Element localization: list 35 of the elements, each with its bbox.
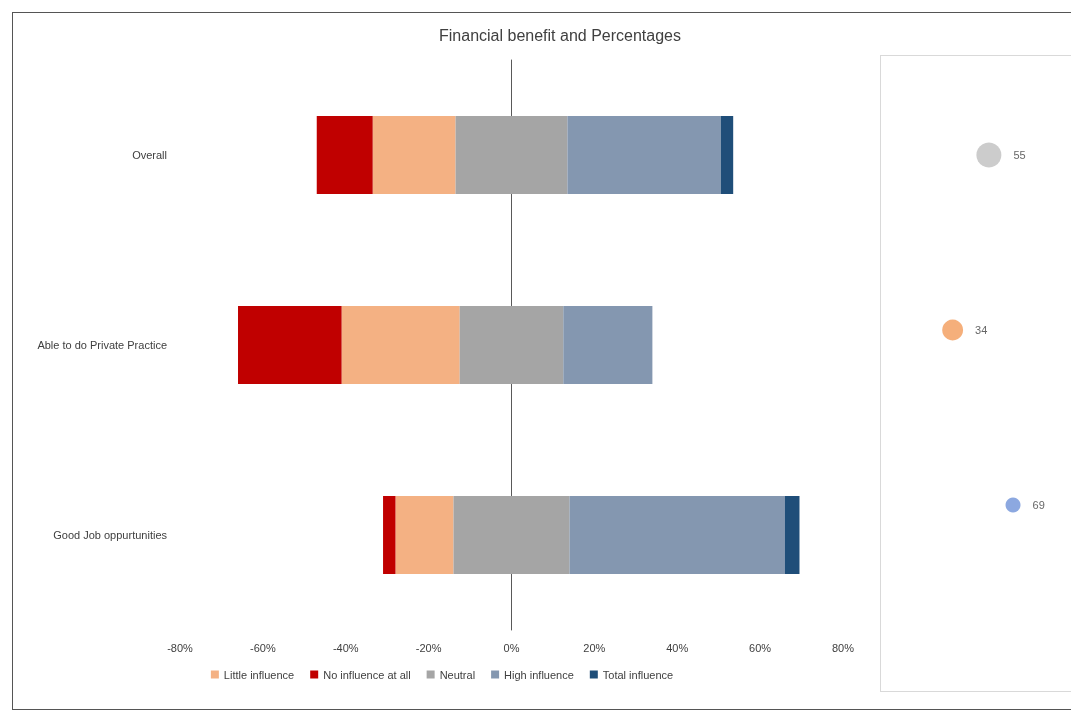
data-label: 69 — [1032, 499, 1045, 511]
bar — [567, 116, 721, 194]
y-tick-label: Overall — [132, 149, 167, 161]
data-label: 55 — [1013, 149, 1026, 161]
bar — [395, 496, 454, 574]
x-tick-label: -80% — [167, 641, 194, 654]
bar — [238, 306, 342, 384]
legend-label: Total influence — [602, 668, 674, 681]
x-tick-label: 0% — [503, 641, 520, 654]
y-tick-label: Good Job oppurtunities — [53, 529, 168, 541]
x-tick-label: -40% — [332, 641, 359, 654]
legend-label: Neutral — [439, 668, 476, 681]
x-tick-label: 20% — [583, 641, 606, 654]
bar — [720, 116, 734, 194]
legend-label: No influence at all — [323, 668, 411, 681]
x-tick-label: 40% — [666, 641, 689, 654]
x-tick-label: 80% — [831, 641, 855, 654]
y-tick-label: Able to do Private Practice — [37, 339, 167, 351]
bar — [372, 116, 456, 194]
bar — [316, 116, 373, 194]
x-tick-label: 60% — [749, 641, 772, 654]
bar — [563, 306, 653, 384]
bar — [569, 496, 785, 574]
bar — [459, 306, 564, 384]
bar — [341, 306, 460, 384]
data-label: 34 — [975, 324, 988, 336]
bar — [383, 496, 396, 574]
chart-title: Financial benefit and Percentages — [439, 26, 681, 44]
x-tick-label: -20% — [415, 641, 442, 654]
x-tick-label: -60% — [250, 641, 276, 654]
bar — [455, 116, 568, 194]
legend-label: Little influence — [223, 668, 295, 681]
legend-label: High influence — [504, 668, 574, 681]
bar — [784, 496, 800, 574]
bar — [453, 496, 570, 574]
